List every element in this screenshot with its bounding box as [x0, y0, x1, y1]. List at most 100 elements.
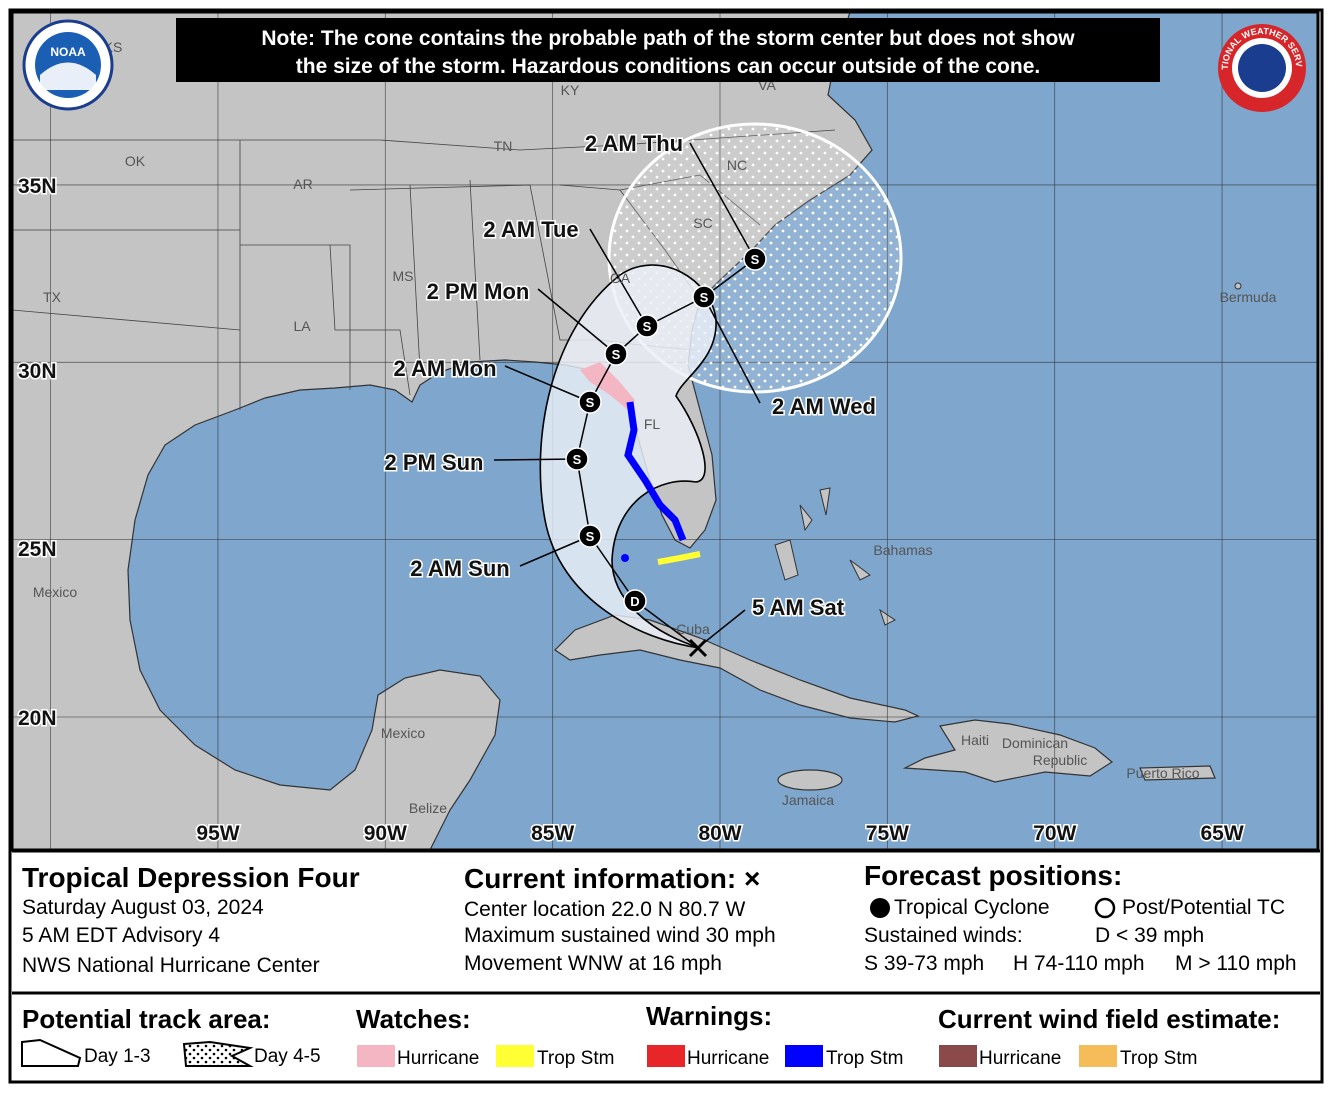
place-label: OK: [125, 153, 146, 169]
forecast-marker: [578, 524, 602, 548]
forecast-marker: [578, 390, 602, 414]
swatch-hurricane-warning: [647, 1045, 685, 1067]
place-label: KY: [561, 82, 580, 98]
place-label: Republic: [1033, 752, 1087, 768]
advisory-date: Saturday August 03, 2024: [22, 896, 264, 919]
place-label: TN: [494, 138, 513, 154]
forecast-marker: [623, 589, 647, 613]
forecast-marker-letter: S: [586, 395, 595, 410]
leader-line: [537, 288, 617, 355]
lon-label: 75W: [866, 822, 909, 845]
place-label: MS: [393, 268, 414, 284]
forecast-time: 2 AM Tue: [483, 217, 578, 242]
leader-line: [519, 535, 591, 567]
forecast-time: 2 AM Wed: [772, 394, 876, 419]
tc-symbol: [870, 898, 890, 918]
forecast-marker-letter: S: [700, 290, 709, 305]
land-jamaica: [777, 769, 843, 791]
swatch-trop-storm-wind: [1079, 1045, 1117, 1067]
trop-storm-watch: [657, 551, 701, 565]
leader-line: [689, 142, 756, 260]
land-bermuda: [1234, 282, 1242, 290]
current-title: Current information: ×: [464, 863, 760, 894]
forecast-title: Forecast positions:: [864, 860, 1122, 891]
wind-class: M > 110 mph: [1175, 952, 1297, 975]
lat-label: 30N: [18, 360, 57, 383]
current-position-x: [688, 638, 708, 658]
forecast-marker-letter: S: [573, 452, 582, 467]
swatch-hurricane-watch: [357, 1045, 395, 1067]
swatch-trop-storm-watch: [496, 1045, 534, 1067]
post-tc-symbol: [1094, 897, 1116, 919]
note-line: the size of the storm. Hazardous conditi…: [296, 55, 1040, 78]
forecast-marker-letter: D: [630, 594, 639, 609]
legend-title: Potential track area:: [22, 1004, 271, 1034]
lon-label: 85W: [531, 822, 574, 845]
legend-label: Hurricane: [397, 1048, 479, 1069]
wind-class: H 74-110 mph: [1013, 952, 1145, 975]
legend-title: Current wind field estimate:: [938, 1004, 1280, 1034]
wind-dot: [621, 554, 629, 562]
place-label: AR: [293, 176, 312, 192]
leader-line: [493, 458, 578, 461]
current-line: Movement WNW at 16 mph: [464, 952, 722, 975]
hurricane-watch: [580, 362, 635, 410]
land-hispaniola: [902, 719, 1114, 783]
wind-class: D < 39 mph: [1095, 924, 1204, 947]
forecast-time: 2 PM Mon: [427, 279, 530, 304]
tc-label: Tropical Cyclone: [894, 896, 1050, 919]
legend-label: Day 1-3: [84, 1046, 151, 1067]
noaa-text: NOAA: [50, 45, 86, 59]
legend-label: Trop Stm: [1120, 1048, 1197, 1069]
trop-storm-warning: [624, 401, 687, 542]
advisory-number: 5 AM EDT Advisory 4: [22, 924, 220, 947]
legend-day-4-5-icon: [182, 1040, 254, 1067]
map: 35N 30N 25N 20N 95W 90W 85W 80W 75W 70W 65W D 2 AM …: [12, 12, 1318, 850]
forecast-time: 2 AM Sun: [410, 556, 509, 581]
note-line: Note: The cone contains the probable pat…: [261, 27, 1075, 50]
legend-label: Day 4-5: [254, 1046, 321, 1067]
lon-label: 95W: [196, 822, 239, 845]
lon-label: 80W: [698, 822, 741, 845]
swatch-trop-storm-warning: [785, 1045, 823, 1067]
noaa-logo: NOAA: [22, 19, 114, 111]
forecast-marker-letter: S: [751, 252, 760, 267]
forecast-marker: [692, 285, 716, 309]
place-label: SC: [693, 215, 712, 231]
current-line: Maximum sustained wind 30 mph: [464, 924, 776, 947]
forecast-marker-letter: S: [643, 319, 652, 334]
current-time: 5 AM Sat: [752, 595, 845, 620]
place-label: Jamaica: [782, 792, 834, 808]
leader-line: [504, 365, 591, 403]
legend-label: Hurricane: [687, 1048, 769, 1069]
place-label: Belize: [409, 800, 447, 816]
leader-line: [704, 609, 746, 643]
place-label: Mexico: [381, 725, 426, 741]
lat-label: 25N: [18, 538, 57, 561]
legend-title: Watches:: [356, 1004, 471, 1034]
lat-label: 20N: [18, 707, 57, 730]
forecast-marker-letter: S: [586, 529, 595, 544]
place-label: TX: [43, 289, 62, 305]
place-label: LA: [293, 318, 311, 334]
forecast-marker: [635, 314, 659, 338]
lon-label: 90W: [364, 822, 407, 845]
place-label: Dominican: [1002, 735, 1068, 751]
forecast-marker: [743, 247, 767, 271]
legend-title: Warnings:: [646, 1001, 772, 1031]
legend-label: Hurricane: [979, 1048, 1061, 1069]
issuing-center: NWS National Hurricane Center: [22, 954, 320, 977]
forecast-layer: D 2 AM Sun S 2 PM Sun S 2 AM Mon S 2 PM Mon S 2 A…: [383, 130, 877, 658]
forecast-marker-letter: S: [612, 347, 621, 362]
place-label: Puerto Rico: [1126, 765, 1199, 781]
place-label: GA: [610, 270, 631, 286]
place-label: Bahamas: [873, 542, 932, 558]
post-tc-label: Post/Potential TC: [1122, 896, 1285, 919]
forecast-marker: [604, 342, 628, 366]
sustained-label: Sustained winds:: [864, 924, 1023, 947]
forecast-time: 2 PM Sun: [384, 450, 483, 475]
legend-label: Trop Stm: [537, 1048, 614, 1069]
place-label: Bermuda: [1220, 289, 1277, 305]
